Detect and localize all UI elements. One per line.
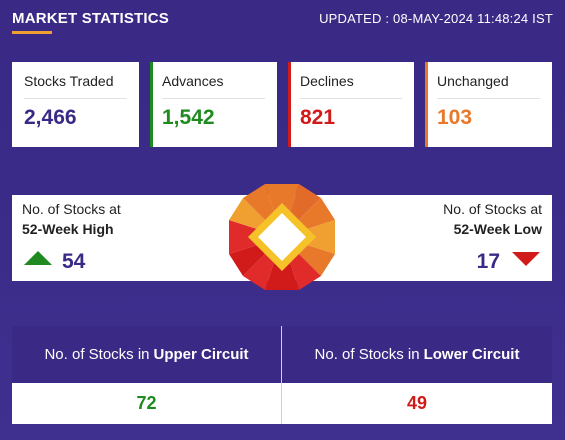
title-underline (12, 31, 52, 34)
stocks-traded-card: Stocks Traded 2,466 (12, 62, 139, 147)
upper-circuit-value: 72 (12, 383, 281, 424)
week52-low-block: No. of Stocks at 52-Week Low (443, 201, 542, 237)
declines-card: Declines 821 (288, 62, 414, 147)
declines-label: Declines (300, 73, 354, 89)
week52-high-block: No. of Stocks at 52-Week High (22, 201, 121, 237)
circuit-table: No. of Stocks in Upper Circuit No. of St… (12, 326, 552, 424)
advances-label: Advances (162, 73, 224, 89)
lower-circuit-prefix: No. of Stocks in (314, 346, 420, 363)
upper-circuit-prefix: No. of Stocks in (44, 346, 150, 363)
arrow-down-icon (512, 252, 540, 266)
upper-circuit-label: Upper Circuit (153, 346, 249, 363)
declines-value: 821 (300, 106, 336, 129)
arrow-up-icon (24, 251, 52, 265)
week52-low-count: 17 (476, 250, 500, 273)
week52-low-line1: No. of Stocks at (443, 201, 542, 217)
week52-low-label: 52-Week Low (453, 221, 542, 237)
advances-value: 1,542 (162, 106, 215, 129)
advances-card: Advances 1,542 (150, 62, 277, 147)
week52-high-count: 54 (62, 250, 86, 273)
unchanged-card: Unchanged 103 (425, 62, 552, 147)
week52-high-line1: No. of Stocks at (22, 201, 121, 217)
lower-circuit-value: 49 (282, 383, 552, 424)
exchange-logo-icon (229, 184, 335, 290)
page-title: MARKET STATISTICS (12, 10, 170, 27)
updated-timestamp: UPDATED : 08-MAY-2024 11:48:24 IST (319, 11, 553, 26)
column-divider (281, 326, 282, 424)
upper-circuit-header: No. of Stocks in Upper Circuit (12, 326, 281, 383)
stocks-traded-label: Stocks Traded (24, 73, 114, 89)
week52-high-label: 52-Week High (22, 221, 114, 237)
unchanged-label: Unchanged (437, 73, 509, 89)
unchanged-value: 103 (437, 106, 473, 129)
stocks-traded-value: 2,466 (24, 106, 77, 129)
lower-circuit-label: Lower Circuit (423, 346, 520, 363)
lower-circuit-header: No. of Stocks in Lower Circuit (282, 326, 552, 383)
